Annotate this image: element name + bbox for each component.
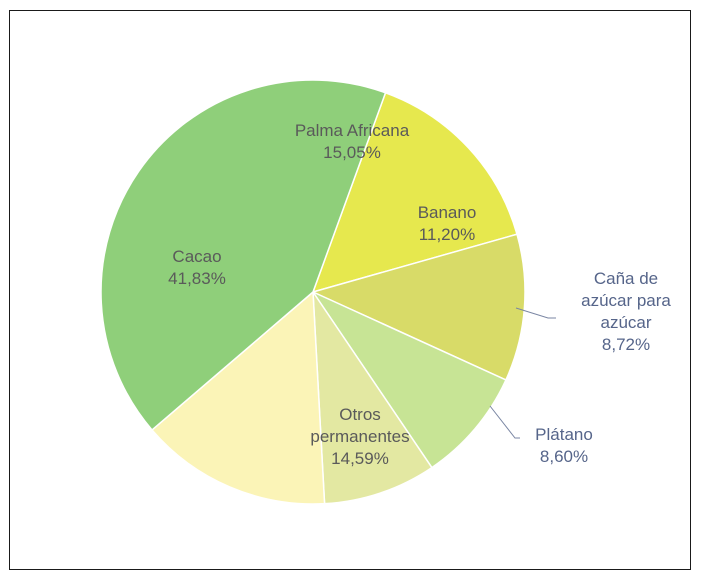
pie-slice-cacao: [100, 79, 387, 432]
pie-slice-ca-a-de-az-car-para-az-car: [310, 290, 507, 469]
pie-slice-banano: [310, 233, 526, 381]
pie-slice-palma-africana: [311, 91, 518, 294]
pie-label-palma-africana: Palma Africana 15,05%: [295, 121, 410, 162]
pie-label-ca-a-de-az-car-para-az-car: Caña de azúcar para azúcar 8,72%: [581, 269, 671, 354]
pie-slice-otros-permanentes: [150, 290, 326, 505]
pie-slice-pl-tano: [312, 289, 433, 505]
pie-label-banano: Banano 11,20%: [418, 203, 477, 244]
leader-line-ca-a-de-az-car-para-az-car: [515, 307, 556, 319]
pie-label-otros-permanentes: Otros permanentes 14,59%: [310, 405, 409, 468]
pie-label-pl-tano: Plátano 8,60%: [535, 425, 593, 466]
leader-line-pl-tano: [489, 405, 520, 439]
pie-label-cacao: Cacao 41,83%: [168, 247, 226, 288]
